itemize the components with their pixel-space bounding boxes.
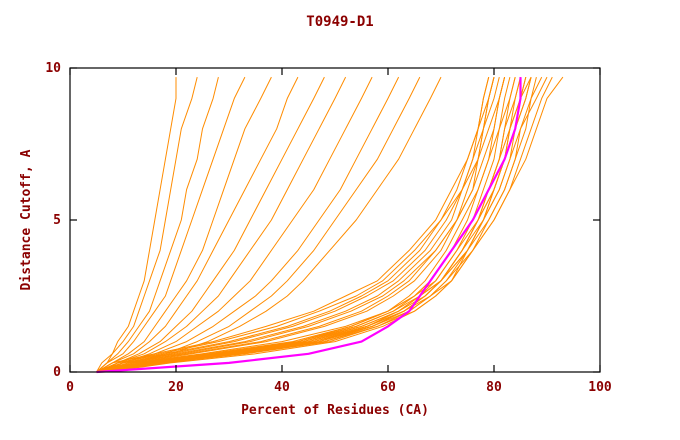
- prediction-curve: [96, 76, 506, 373]
- y-axis-label: Distance Cutoff, A: [19, 149, 34, 290]
- prediction-curve: [96, 76, 198, 373]
- prediction-curve: [96, 76, 442, 373]
- series-lines: [96, 76, 564, 374]
- tick-label: 100: [588, 380, 612, 395]
- tick-label: 5: [53, 213, 61, 228]
- prediction-curve: [96, 76, 495, 373]
- prediction-curve: [96, 76, 495, 373]
- prediction-curve: [96, 76, 490, 373]
- prediction-curve: [96, 76, 500, 373]
- chart-title: T0949-D1: [306, 14, 373, 30]
- tick-label: 40: [274, 380, 290, 395]
- tick-label: 60: [380, 380, 396, 395]
- tick-label: 0: [53, 365, 61, 380]
- prediction-curve: [101, 76, 564, 373]
- tick-label: 20: [168, 380, 184, 395]
- highlighted-curve: [96, 77, 522, 374]
- prediction-curve: [101, 76, 325, 373]
- x-axis-label: Percent of Residues (CA): [241, 403, 429, 418]
- prediction-curve: [96, 77, 177, 373]
- prediction-curve: [96, 76, 219, 373]
- tick-label: 0: [66, 380, 74, 395]
- prediction-curve: [96, 76, 527, 373]
- prediction-curve: [96, 76, 272, 373]
- prediction-curve: [101, 76, 373, 373]
- prediction-curve: [96, 76, 299, 373]
- prediction-curve: [96, 76, 490, 373]
- tick-label: 10: [45, 61, 61, 76]
- prediction-curve: [96, 76, 347, 373]
- prediction-curve: [101, 76, 495, 373]
- prediction-curve: [96, 76, 400, 373]
- prediction-curve: [96, 76, 521, 373]
- prediction-curve: [96, 76, 246, 373]
- tick-label: 80: [486, 380, 502, 395]
- prediction-curve: [101, 76, 421, 373]
- axis-ticks: 0 20 40 60 80 100 0 5 10: [45, 61, 612, 395]
- prediction-curve: [101, 76, 506, 373]
- prediction-curve: [96, 76, 516, 373]
